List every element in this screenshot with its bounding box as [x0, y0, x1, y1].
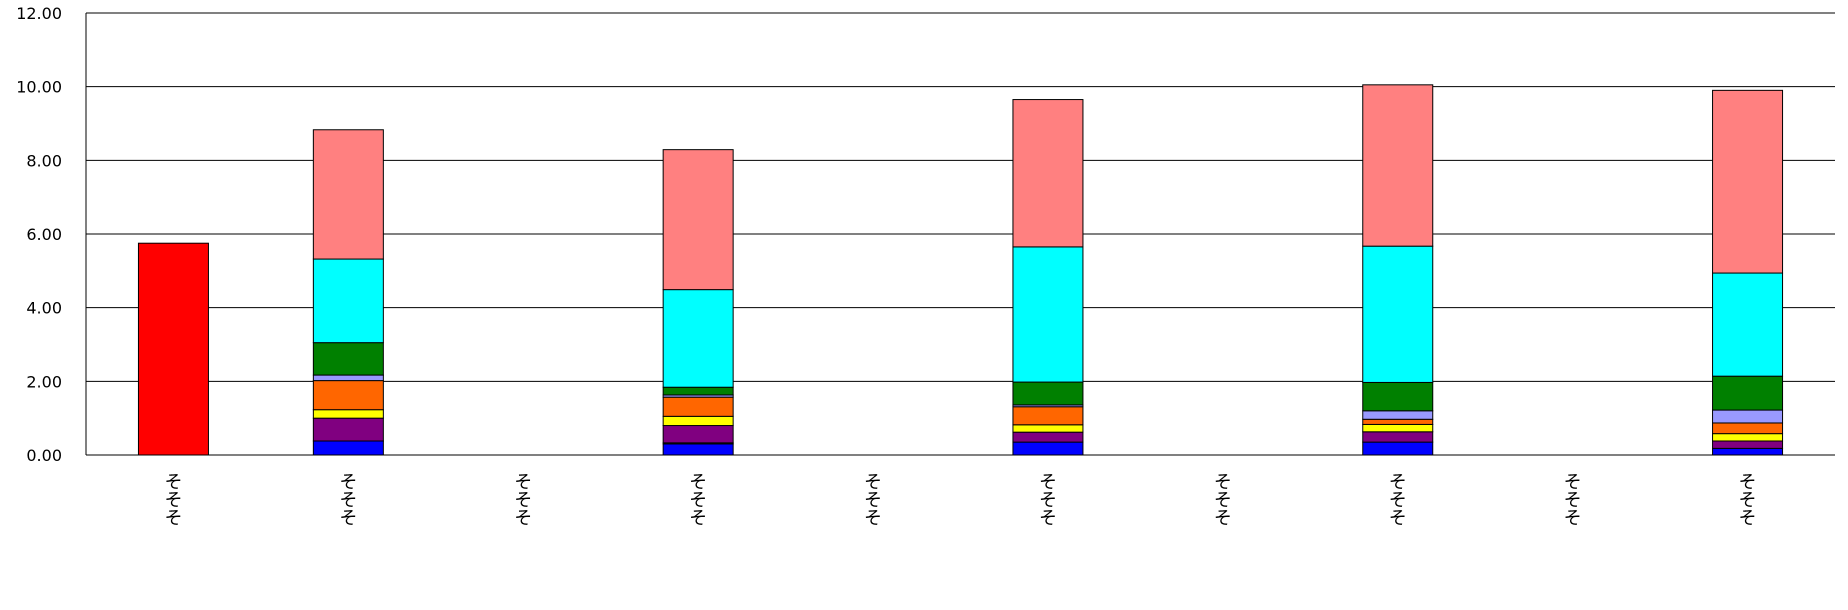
y-tick-label: 12.00 [16, 4, 62, 23]
bar-segment [1362, 423, 1434, 433]
bar-segment [312, 258, 384, 344]
bar-segment [1712, 422, 1784, 435]
x-tick-label: そそそ [1389, 472, 1407, 529]
x-tick-char: そ [1389, 472, 1407, 493]
x-tick-char: そ [1564, 472, 1582, 493]
x-tick-label: そそそ [1214, 472, 1232, 529]
x-tick-char: そ [1739, 472, 1757, 493]
bar-segment [1712, 447, 1784, 456]
bar-segment [1362, 410, 1434, 420]
x-tick-char: そ [864, 508, 882, 529]
bar-segment [1362, 245, 1434, 383]
bar-segment [1362, 84, 1434, 247]
bar-segment [1712, 409, 1784, 424]
bar-segment [1012, 431, 1084, 443]
x-tick-label: そそそ [164, 472, 182, 529]
bar-segment [137, 242, 209, 456]
x-tick-char: そ [1564, 490, 1582, 511]
x-tick-char: そ [1389, 490, 1407, 511]
bar-segment [1362, 381, 1434, 412]
x-tick-char: そ [339, 508, 357, 529]
x-tick-char: そ [689, 490, 707, 511]
x-tick-label: そそそ [1039, 472, 1057, 529]
x-tick-char: そ [864, 490, 882, 511]
x-tick-char: そ [689, 508, 707, 529]
x-tick-label: そそそ [1564, 472, 1582, 529]
bar-segment [1362, 418, 1434, 425]
y-tick-label: 0.00 [26, 446, 62, 465]
x-tick-char: そ [1739, 508, 1757, 529]
y-tick-labels: 0.00 2.00 4.00 6.00 8.00 10.00 12.00 [16, 4, 62, 465]
x-tick-char: そ [164, 508, 182, 529]
x-tick-char: そ [1214, 490, 1232, 511]
x-tick-char: そ [514, 472, 532, 493]
bar-segment [662, 289, 734, 388]
bar-segment [1712, 375, 1784, 411]
x-tick-char: そ [339, 490, 357, 511]
bar-segment [1012, 381, 1084, 406]
x-tick-char: そ [1214, 472, 1232, 493]
x-tick-label: そそそ [339, 472, 357, 529]
bar-segment [1012, 99, 1084, 248]
bar-segment [662, 386, 734, 396]
x-tick-char: そ [1039, 490, 1057, 511]
x-tick-char: そ [1214, 508, 1232, 529]
bar-segment [1012, 424, 1084, 433]
bar-segment [312, 380, 384, 411]
bar-segment [1362, 431, 1434, 443]
x-tick-char: そ [1039, 472, 1057, 493]
x-tick-label: そそそ [864, 472, 882, 529]
bar-segment [662, 396, 734, 417]
x-tick-char: そ [1739, 490, 1757, 511]
bars [137, 84, 1784, 456]
bar-segment [662, 443, 734, 456]
x-tick-label: そそそ [689, 472, 707, 529]
bar-segment [1012, 441, 1084, 456]
bar-segment [1362, 441, 1434, 456]
y-tick-label: 4.00 [26, 299, 62, 318]
bar-segment [312, 409, 384, 419]
x-tick-char: そ [689, 472, 707, 493]
x-tick-char: そ [1564, 508, 1582, 529]
x-tick-char: そ [514, 490, 532, 511]
x-tick-char: そ [164, 490, 182, 511]
bar-segment [1712, 433, 1784, 442]
bar-segment [1712, 440, 1784, 449]
y-tick-label: 2.00 [26, 372, 62, 391]
x-tick-char: そ [164, 472, 182, 493]
x-tick-label: そそそ [1739, 472, 1757, 529]
x-tick-char: そ [339, 472, 357, 493]
bar-segment [312, 129, 384, 260]
bar-segment [662, 425, 734, 444]
y-tick-label: 6.00 [26, 225, 62, 244]
x-tick-label: そそそ [514, 472, 532, 529]
bar-segment [1012, 246, 1084, 383]
x-tick-char: そ [514, 508, 532, 529]
bar-segment [312, 417, 384, 442]
y-tick-label: 10.00 [16, 78, 62, 97]
bar-segment [1712, 272, 1784, 377]
axes [85, 13, 1835, 456]
bar-segment [1712, 89, 1784, 274]
bar-segment [662, 149, 734, 291]
bar-segment [312, 374, 384, 382]
bar-segment [312, 342, 384, 376]
x-tick-char: そ [1389, 508, 1407, 529]
bar-segment [312, 440, 384, 456]
x-tick-char: そ [864, 472, 882, 493]
y-tick-label: 8.00 [26, 151, 62, 170]
bar-segment [662, 415, 734, 427]
bar-segment [1012, 406, 1084, 426]
x-tick-char: そ [1039, 508, 1057, 529]
